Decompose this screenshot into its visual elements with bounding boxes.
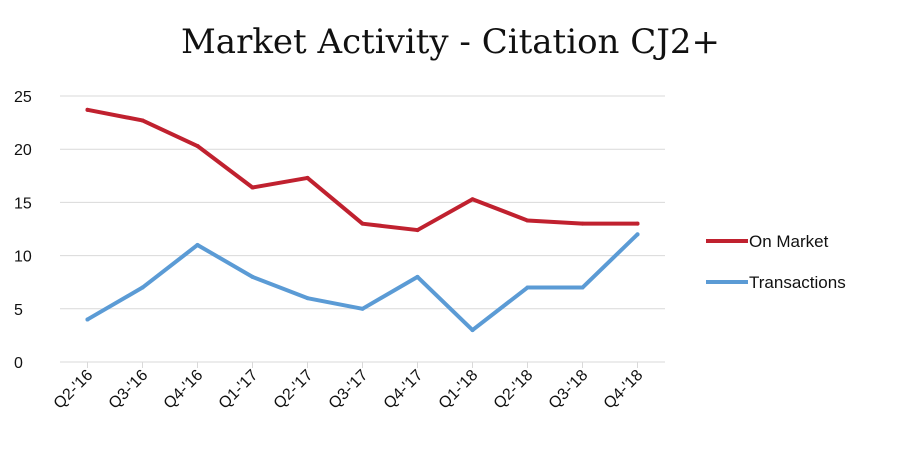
y-tick-label: 15 [14,195,32,212]
data-point [580,221,585,226]
data-point [525,285,530,290]
x-tick-label: Q1-'18 [436,367,482,413]
data-point [635,221,640,226]
x-tick-label: Q4-'17 [381,367,427,413]
data-point [360,221,365,226]
chart-title: Market Activity - Citation CJ2+ [180,22,721,62]
x-tick-label: Q3-'17 [326,367,372,413]
data-point [360,306,365,311]
data-point [580,285,585,290]
data-point [195,144,200,149]
legend-label: On Market [749,232,829,251]
data-point [470,197,475,202]
data-point [415,228,420,233]
data-point [250,274,255,279]
data-point [525,218,530,223]
data-point [140,285,145,290]
x-tick-label: Q1-'17 [216,367,262,413]
data-point [305,175,310,180]
y-tick-label: 25 [14,89,32,106]
y-axis-ticks: 0 5 10 15 20 25 [14,89,32,372]
x-tick-label: Q2-'18 [491,367,537,413]
x-tick-label: Q3-'18 [546,367,592,413]
data-point [415,274,420,279]
y-tick-label: 10 [14,249,32,266]
data-point [250,185,255,190]
data-point [470,328,475,333]
series-line-on-market [85,107,640,233]
x-tick-label: Q4-'18 [601,367,647,413]
data-point [85,107,90,112]
x-tick-label: Q3-'16 [106,367,152,413]
series-line-transactions [85,232,640,333]
x-tick-label: Q2-'17 [271,367,317,413]
y-tick-label: 20 [14,142,32,159]
data-point [85,317,90,322]
legend-label: Transactions [749,273,846,292]
y-tick-label: 5 [14,302,23,319]
x-tick-label: Q2-'16 [51,367,97,413]
legend: On Market Transactions [706,232,846,292]
y-tick-label: 0 [14,355,23,372]
series-lines [85,107,640,333]
x-tick-label: Q4-'16 [161,367,207,413]
data-point [140,118,145,123]
data-point [635,232,640,237]
data-point [195,242,200,247]
x-axis-ticks: Q2-'16 Q3-'16 Q4-'16 Q1-'17 Q2-'17 Q3-'17 Q4-'… [51,362,647,413]
data-point [305,296,310,301]
gridlines [60,95,665,363]
